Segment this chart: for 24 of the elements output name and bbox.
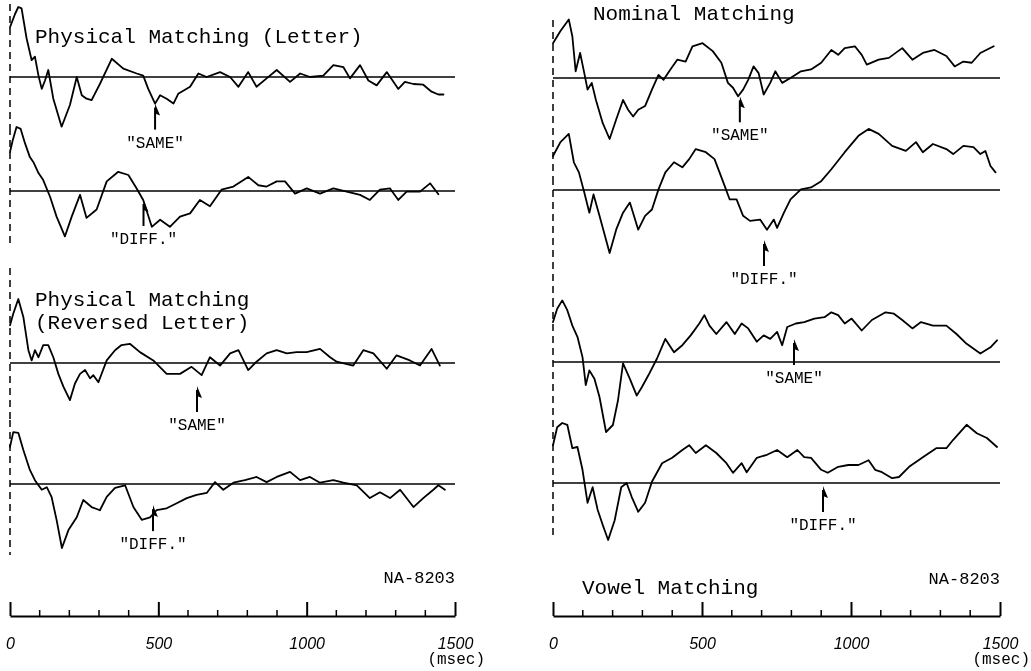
- x-tick-label: 500: [689, 635, 716, 653]
- x-tick-label: 1000: [833, 635, 870, 653]
- text: Vowel Matching: [582, 577, 759, 600]
- x-axis-title: (msec): [972, 651, 1030, 669]
- x-tick-label: 0: [6, 635, 16, 653]
- text: NA-8203: [383, 569, 455, 588]
- x-tick-label: 1500: [437, 635, 474, 653]
- annotation: "SAME": [765, 370, 823, 388]
- x-tick-label: 1500: [982, 635, 1019, 653]
- annotation: "SAME": [711, 127, 769, 146]
- chart-title: Physical Matching (Reversed Letter): [35, 289, 250, 336]
- text: "DIFF.": [730, 271, 798, 289]
- annotation: "DIFF.": [109, 230, 178, 249]
- x-axis-title: (msec): [427, 651, 485, 669]
- text: Physical Matching (Letter): [35, 26, 363, 49]
- annotation: "DIFF.": [119, 536, 187, 555]
- chart-title: Nominal Matching: [593, 3, 795, 26]
- annotation: "SAME": [126, 134, 184, 153]
- annotation: "DIFF.": [789, 517, 857, 535]
- x-tick-label: 0: [549, 635, 559, 653]
- annotation: "SAME": [168, 417, 226, 435]
- x-tick-label: 1000: [289, 635, 326, 653]
- x-tick-label: 500: [145, 635, 173, 653]
- text: NA-8203: [928, 570, 1000, 589]
